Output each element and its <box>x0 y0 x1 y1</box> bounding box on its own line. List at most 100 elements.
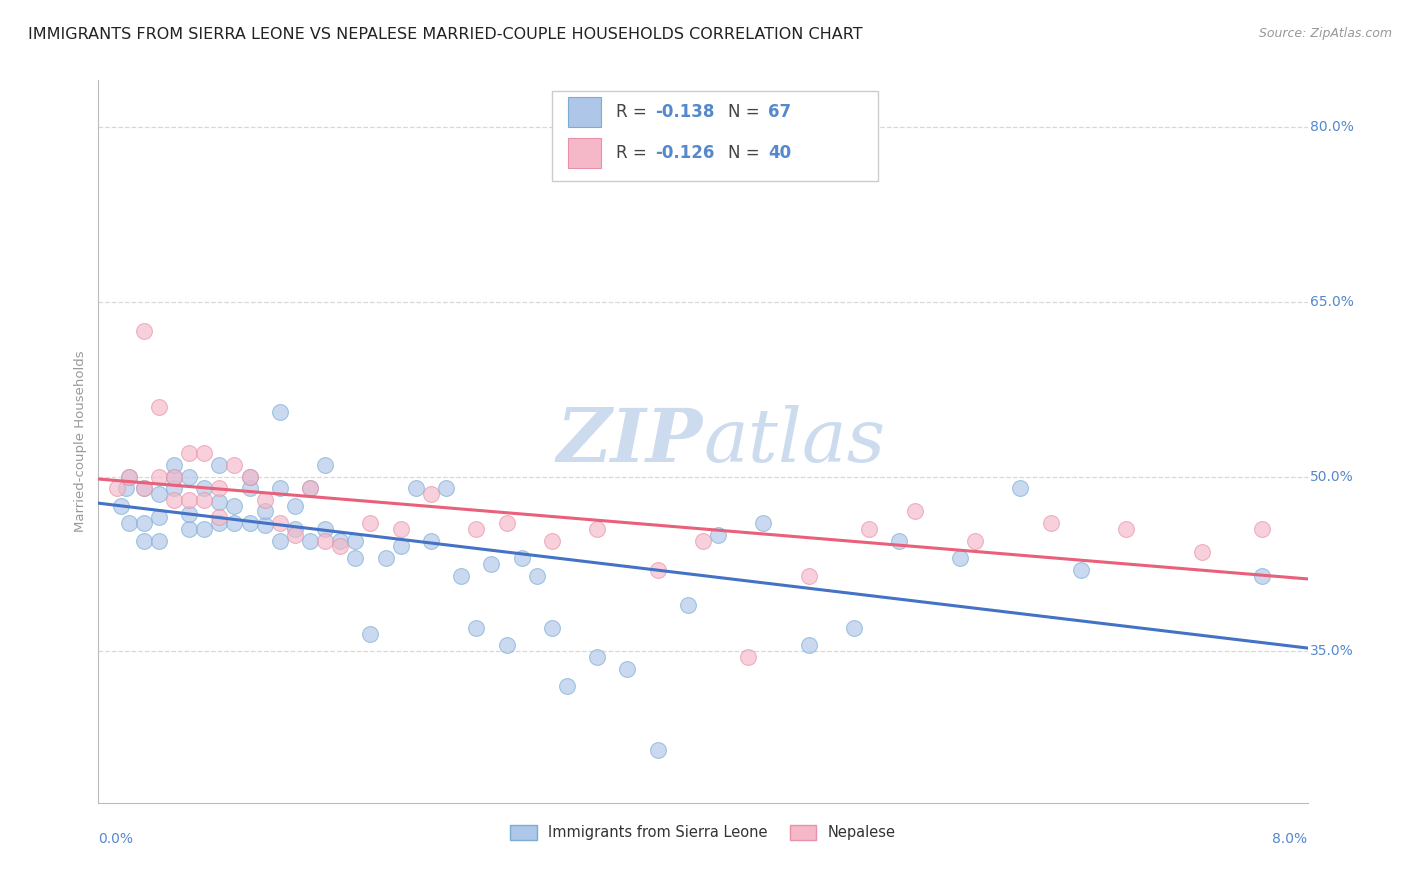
Point <box>299 481 322 495</box>
FancyBboxPatch shape <box>568 97 602 128</box>
FancyBboxPatch shape <box>551 91 879 181</box>
Point <box>148 533 170 548</box>
Text: R =: R = <box>616 145 652 162</box>
Point <box>344 551 367 566</box>
Point <box>193 446 215 460</box>
Point <box>239 516 262 530</box>
Point <box>253 492 276 507</box>
Point <box>329 533 352 548</box>
Point <box>179 522 201 536</box>
Point <box>163 492 186 507</box>
Point <box>239 469 262 483</box>
Text: 40: 40 <box>768 145 792 162</box>
Point <box>314 533 336 548</box>
Point <box>179 507 201 521</box>
Text: Source: ZipAtlas.com: Source: ZipAtlas.com <box>1258 27 1392 40</box>
Point <box>510 551 533 566</box>
Point <box>148 510 170 524</box>
Point <box>193 492 215 507</box>
Point <box>299 481 322 495</box>
Point <box>797 639 820 653</box>
Point <box>465 621 488 635</box>
Point <box>965 533 987 548</box>
Point <box>420 487 443 501</box>
Point <box>163 458 186 472</box>
Point <box>299 533 322 548</box>
Point <box>647 743 669 757</box>
Text: 65.0%: 65.0% <box>1310 294 1354 309</box>
Point <box>495 516 517 530</box>
Text: N =: N = <box>728 103 765 121</box>
Point <box>329 540 352 554</box>
Point <box>269 533 291 548</box>
Point <box>193 481 215 495</box>
Point <box>110 499 132 513</box>
Point <box>1039 516 1062 530</box>
Point <box>540 621 562 635</box>
Text: 80.0%: 80.0% <box>1310 120 1354 134</box>
Point <box>269 405 291 419</box>
Point <box>434 481 457 495</box>
Point <box>1251 568 1274 582</box>
Point <box>555 679 578 693</box>
Point <box>224 499 246 513</box>
Point <box>163 481 186 495</box>
Point <box>344 533 367 548</box>
Point <box>114 481 136 495</box>
Point <box>707 528 730 542</box>
Point <box>797 568 820 582</box>
Point <box>1191 545 1213 559</box>
Point <box>284 522 307 536</box>
Point <box>586 650 609 665</box>
Text: -0.126: -0.126 <box>655 145 714 162</box>
Point <box>179 492 201 507</box>
Point <box>676 598 699 612</box>
Point <box>389 540 412 554</box>
Point <box>1251 522 1274 536</box>
Point <box>239 469 262 483</box>
Point <box>132 533 155 548</box>
Point <box>737 650 759 665</box>
Text: N =: N = <box>728 145 765 162</box>
Point <box>208 458 231 472</box>
Point <box>132 481 155 495</box>
Y-axis label: Married-couple Households: Married-couple Households <box>75 351 87 533</box>
Point <box>1010 481 1032 495</box>
Point <box>132 324 155 338</box>
Point <box>949 551 972 566</box>
Point <box>844 621 866 635</box>
Text: 67: 67 <box>768 103 792 121</box>
Point <box>495 639 517 653</box>
Text: 50.0%: 50.0% <box>1310 469 1354 483</box>
Text: R =: R = <box>616 103 652 121</box>
Point <box>616 662 638 676</box>
Point <box>208 495 231 509</box>
Text: 0.0%: 0.0% <box>98 831 134 846</box>
Point <box>889 533 911 548</box>
Point <box>118 469 141 483</box>
Text: ZIP: ZIP <box>557 405 703 478</box>
Point <box>647 563 669 577</box>
Point <box>148 469 170 483</box>
Text: 35.0%: 35.0% <box>1310 644 1354 658</box>
Point <box>389 522 412 536</box>
Point <box>269 516 291 530</box>
Point <box>163 469 186 483</box>
Point <box>450 568 472 582</box>
Point <box>284 528 307 542</box>
Point <box>253 504 276 518</box>
Point <box>284 499 307 513</box>
Text: 8.0%: 8.0% <box>1272 831 1308 846</box>
Point <box>148 400 170 414</box>
Text: -0.138: -0.138 <box>655 103 714 121</box>
Point <box>179 446 201 460</box>
Point <box>374 551 396 566</box>
Point <box>239 481 262 495</box>
Point <box>420 533 443 548</box>
Point <box>253 518 276 533</box>
Point <box>224 516 246 530</box>
Point <box>481 557 503 571</box>
Point <box>586 522 609 536</box>
Point <box>105 481 128 495</box>
FancyBboxPatch shape <box>568 138 602 169</box>
